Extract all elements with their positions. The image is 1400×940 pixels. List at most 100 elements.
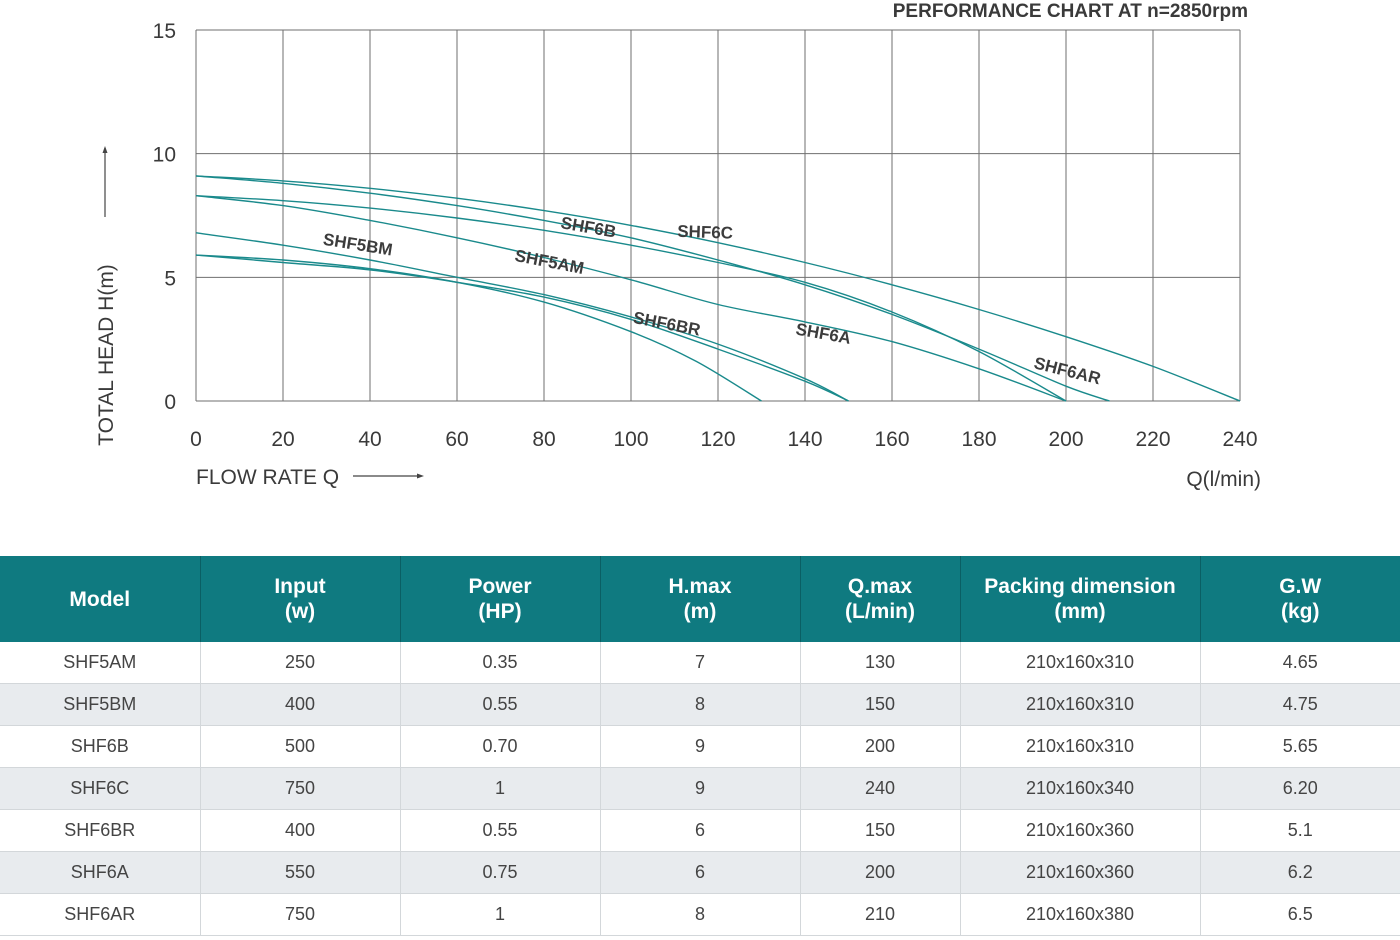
table-cell: 5.1 <box>1200 809 1400 852</box>
table-cell: 400 <box>200 809 401 852</box>
x-tick-label: 140 <box>787 428 822 451</box>
table-row: SHF6C 750 1 9 240 210x160x340 6.20 <box>0 767 1400 810</box>
table-cell: SHF6B <box>0 725 201 768</box>
table-cell: 500 <box>200 725 401 768</box>
table-cell: 210x160x380 <box>960 893 1201 936</box>
table-cell: 210x160x360 <box>960 851 1201 894</box>
table-cell: 550 <box>200 851 401 894</box>
column-header: Power (HP) <box>400 556 601 642</box>
y-axis-arrowhead <box>102 146 108 153</box>
x-axis-title: FLOW RATE Q <box>196 466 339 489</box>
curve-shf5bm <box>195 232 849 402</box>
table-cell: SHF5AM <box>0 642 201 684</box>
column-header: Q.max (L/min) <box>800 556 961 642</box>
table-cell: SHF5BM <box>0 683 201 726</box>
table-cell: 240 <box>800 767 961 810</box>
column-header-unit: (HP) <box>478 600 522 623</box>
curve-label-shf5am: SHF5AM <box>513 246 585 278</box>
table-row: SHF6BR 400 0.55 6 150 210x160x360 5.1 <box>0 809 1400 852</box>
performance-chart: PERFORMANCE CHART AT n=2850rpm 0 20 40 60 80… <box>95 1 1261 491</box>
x-axis-unit: Q(l/min) <box>1186 468 1261 491</box>
axis-ticks: 0 20 40 60 80 100 120 140 160 180 200 220 240 0 5 10 15 <box>153 20 1258 451</box>
column-header-title: H.max <box>668 575 732 598</box>
table-cell: 6.5 <box>1200 893 1400 936</box>
chart-grid <box>195 29 1241 402</box>
curve-shf5am <box>195 254 762 402</box>
column-header: Input (w) <box>200 556 401 642</box>
column-header-title: Model <box>69 587 131 611</box>
column-header-unit: (L/min) <box>845 600 915 623</box>
table-cell: 8 <box>600 683 801 726</box>
table-cell: SHF6BR <box>0 809 201 852</box>
x-tick-label: 220 <box>1135 428 1170 451</box>
table-cell: 4.75 <box>1200 683 1400 726</box>
table-cell: 0.55 <box>400 809 601 852</box>
column-header: Model <box>0 556 201 642</box>
x-tick-label: 0 <box>190 428 202 451</box>
table-cell: 0.35 <box>400 642 601 684</box>
y-tick-label: 10 <box>153 144 176 167</box>
curve-label-shf6br: SHF6BR <box>632 308 702 340</box>
table-cell: 6 <box>600 851 801 894</box>
table-cell: 750 <box>200 893 401 936</box>
column-header-unit: (mm) <box>1054 600 1106 623</box>
x-tick-label: 60 <box>445 428 468 451</box>
table-header-row: Model Input (w) Power (HP) H.max (m) Q.max (L/mi… <box>0 556 1400 642</box>
table-cell: 9 <box>600 767 801 810</box>
column-header-unit: (w) <box>284 600 316 623</box>
table-cell: SHF6AR <box>0 893 201 936</box>
table-cell: 150 <box>800 809 961 852</box>
table-row: SHF5AM 250 0.35 7 130 210x160x310 4.65 <box>0 642 1400 684</box>
table-cell: 5.65 <box>1200 725 1400 768</box>
table-cell: 250 <box>200 642 401 684</box>
curve-label-shf6a: SHF6A <box>794 320 852 348</box>
table-cell: 0.55 <box>400 683 601 726</box>
table-cell: 1 <box>400 767 601 810</box>
column-header-title: Input <box>274 575 326 598</box>
curve-shf6b <box>195 195 1067 402</box>
column-header-title: Power <box>468 575 532 598</box>
table-cell: SHF6A <box>0 851 201 894</box>
y-tick-label: 5 <box>164 267 176 290</box>
table-cell: 4.65 <box>1200 642 1400 684</box>
x-tick-label: 240 <box>1222 428 1257 451</box>
table-row: SHF6AR 750 1 8 210 210x160x380 6.5 <box>0 893 1400 936</box>
x-tick-label: 200 <box>1048 428 1083 451</box>
table-cell: 210x160x310 <box>960 683 1201 726</box>
curve-shf6ar <box>195 175 1110 402</box>
y-axis-title: TOTAL HEAD H(m) <box>95 264 118 446</box>
table-row: SHF5BM 400 0.55 8 150 210x160x310 4.75 <box>0 683 1400 726</box>
x-tick-label: 100 <box>613 428 648 451</box>
x-tick-label: 180 <box>961 428 996 451</box>
column-header-title: Packing dimension <box>984 575 1176 598</box>
table-cell: 200 <box>800 725 961 768</box>
curve-label-shf5bm: SHF5BM <box>322 230 394 260</box>
table-cell: 6.2 <box>1200 851 1400 894</box>
x-tick-label: 160 <box>874 428 909 451</box>
table-cell: 400 <box>200 683 401 726</box>
x-axis-arrowhead <box>417 473 424 479</box>
table-cell: 1 <box>400 893 601 936</box>
x-tick-label: 20 <box>271 428 294 451</box>
table-body: SHF5AM 250 0.35 7 130 210x160x310 4.65 SHF5BM 40… <box>0 642 1400 936</box>
table-cell: 210x160x340 <box>960 767 1201 810</box>
x-tick-label: 120 <box>700 428 735 451</box>
table-cell: SHF6C <box>0 767 201 810</box>
table-cell: 9 <box>600 725 801 768</box>
table-cell: 7 <box>600 642 801 684</box>
y-tick-label: 0 <box>164 391 176 414</box>
table-cell: 6.20 <box>1200 767 1400 810</box>
table-row: SHF6B 500 0.70 9 200 210x160x310 5.65 <box>0 725 1400 768</box>
column-header-unit: (m) <box>683 600 717 623</box>
table-cell: 210 <box>800 893 961 936</box>
table-row: SHF6A 550 0.75 6 200 210x160x360 6.2 <box>0 851 1400 894</box>
y-tick-label: 15 <box>153 20 176 43</box>
table-cell: 200 <box>800 851 961 894</box>
curve-label-shf6c: SHF6C <box>677 222 733 243</box>
table-cell: 6 <box>600 809 801 852</box>
curve-label-shf6ar: SHF6AR <box>1032 353 1103 388</box>
column-header: G.W (kg) <box>1200 556 1400 642</box>
table-cell: 210x160x310 <box>960 725 1201 768</box>
curve-shf6c <box>195 175 1241 402</box>
